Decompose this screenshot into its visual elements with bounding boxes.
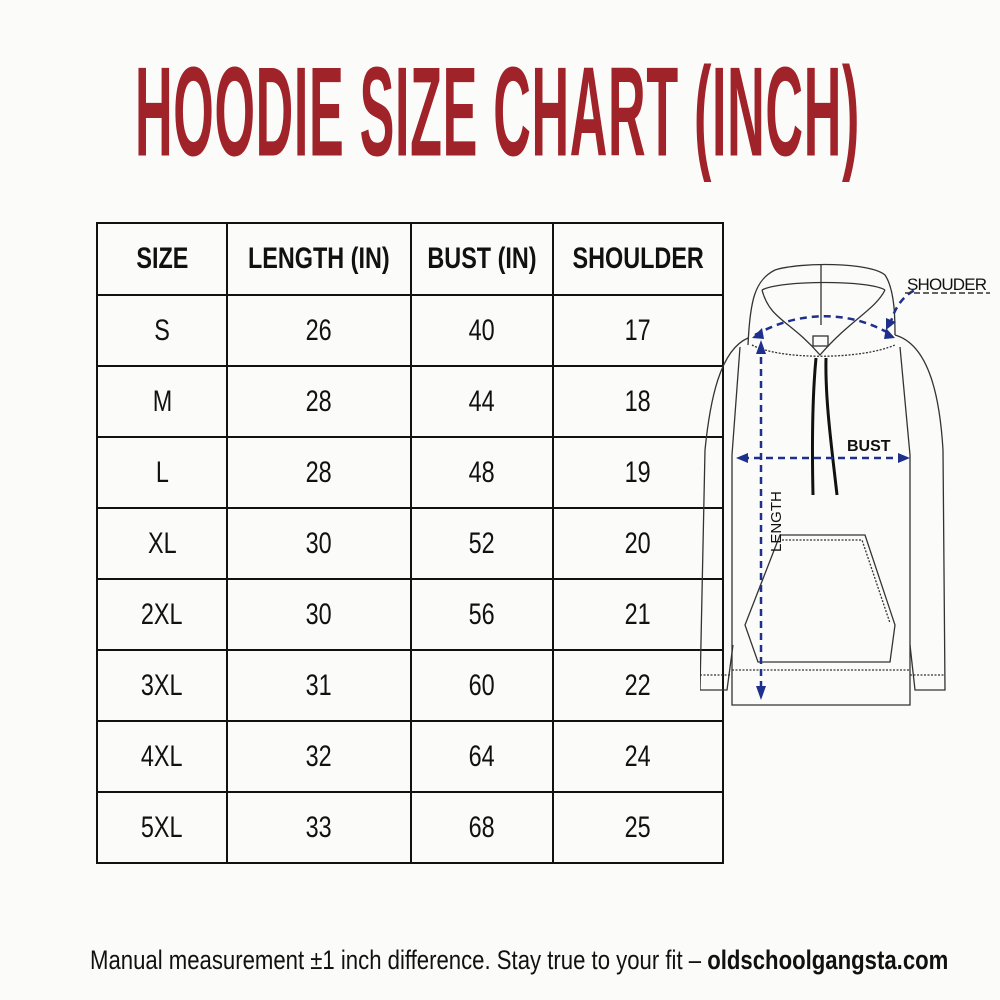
- shoulder-label: SHOUDER: [907, 275, 987, 294]
- size-table: SIZE LENGTH (IN) BUST (IN) SHOULDER S 26 4…: [96, 222, 724, 864]
- shoulder-cell: 17: [551, 294, 724, 367]
- length-cell: 30: [226, 578, 412, 651]
- size-cell: M: [96, 365, 228, 438]
- length-cell: 26: [226, 294, 412, 367]
- table-row: XL 30 52 20: [96, 507, 724, 580]
- shoulder-cell: 22: [551, 649, 724, 722]
- bust-cell: 52: [409, 507, 554, 580]
- shoulder-cell: 21: [551, 578, 724, 651]
- bust-cell: 56: [409, 578, 554, 651]
- size-cell: L: [96, 436, 228, 509]
- bust-cell: 68: [409, 791, 554, 864]
- table-row: S 26 40 17: [96, 294, 724, 367]
- size-cell: 2XL: [96, 578, 228, 651]
- length-label: LENGTH: [768, 491, 785, 552]
- length-cell: 31: [226, 649, 412, 722]
- length-cell: 30: [226, 507, 412, 580]
- size-cell: 3XL: [96, 649, 228, 722]
- length-cell: 33: [226, 791, 412, 864]
- shoulder-cell: 24: [551, 720, 724, 793]
- bust-label: BUST: [847, 438, 891, 455]
- body-outline: [700, 337, 749, 691]
- header-size: SIZE: [96, 222, 228, 296]
- table-row: 5XL 33 68 25: [96, 791, 724, 864]
- length-cell: 28: [226, 365, 412, 438]
- table-header-row: SIZE LENGTH (IN) BUST (IN) SHOULDER: [96, 222, 724, 296]
- length-cell: 32: [226, 720, 412, 793]
- footer-text: Manual measurement ±1 inch difference. S…: [90, 945, 702, 975]
- bust-cell: 40: [409, 294, 554, 367]
- table-row: 4XL 32 64 24: [96, 720, 724, 793]
- size-cell: 4XL: [96, 720, 228, 793]
- site-link[interactable]: oldschoolgangsta.com: [707, 945, 949, 975]
- shoulder-cell: 19: [551, 436, 724, 509]
- length-cell: 28: [226, 436, 412, 509]
- size-cell: XL: [96, 507, 228, 580]
- page-title: HOODIE SIZE CHART (INCH): [135, 40, 860, 183]
- header-bust: BUST (IN): [409, 222, 554, 296]
- shoulder-cell: 20: [551, 507, 724, 580]
- hood-outline: [747, 263, 896, 346]
- table-row: 3XL 31 60 22: [96, 649, 724, 722]
- header-shoulder: SHOULDER: [551, 222, 724, 296]
- table-row: L 28 48 19: [96, 436, 724, 509]
- size-cell: 5XL: [96, 791, 228, 864]
- table-row: M 28 44 18: [96, 365, 724, 438]
- pocket: [744, 534, 896, 663]
- footer-note: Manual measurement ±1 inch difference. S…: [90, 945, 948, 976]
- bust-cell: 48: [409, 436, 554, 509]
- shoulder-arrow: [754, 315, 893, 337]
- header-length: LENGTH (IN): [226, 222, 412, 296]
- drawstrings: [810, 357, 839, 496]
- bust-cell: 60: [409, 649, 554, 722]
- bust-cell: 44: [409, 365, 554, 438]
- table-row: 2XL 30 56 21: [96, 578, 724, 651]
- size-cell: S: [96, 294, 228, 367]
- shoulder-cell: 25: [551, 791, 724, 864]
- shoulder-cell: 18: [551, 365, 724, 438]
- bust-cell: 64: [409, 720, 554, 793]
- hoodie-diagram: SHOUDER BUST LENGTH: [700, 263, 990, 706]
